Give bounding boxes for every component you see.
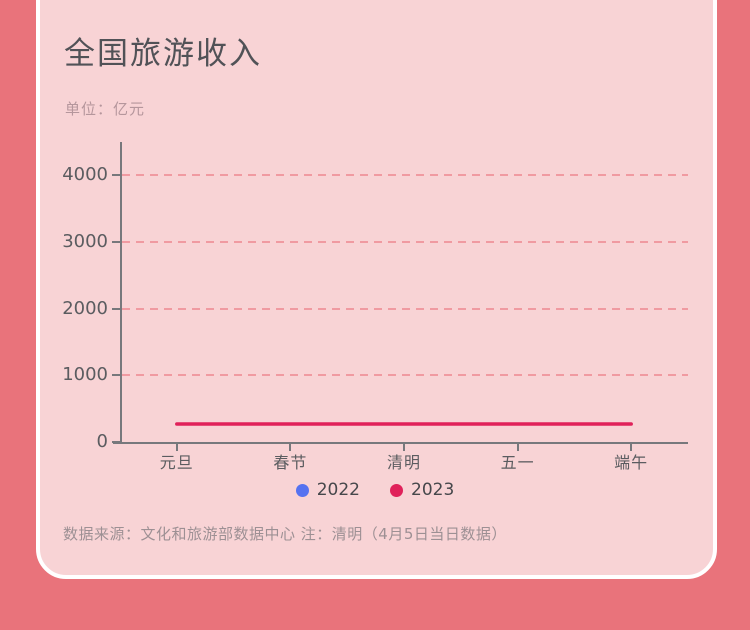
chart-title: 全国旅游收入 <box>64 36 262 72</box>
chart-card <box>36 0 717 579</box>
legend-item-2022[interactable]: 2022 <box>295 480 360 500</box>
legend-dot-icon <box>390 483 403 497</box>
chart-legend: 2022 2023 <box>0 480 750 500</box>
unit-label: 单位：亿元 <box>65 100 146 118</box>
legend-label: 2022 <box>316 480 360 500</box>
source-note: 数据来源：文化和旅游部数据中心 注：清明（4月5日当日数据） <box>63 525 507 543</box>
legend-label: 2023 <box>411 480 455 500</box>
legend-item-2023[interactable]: 2023 <box>390 480 454 500</box>
legend-dot-icon <box>295 483 309 497</box>
